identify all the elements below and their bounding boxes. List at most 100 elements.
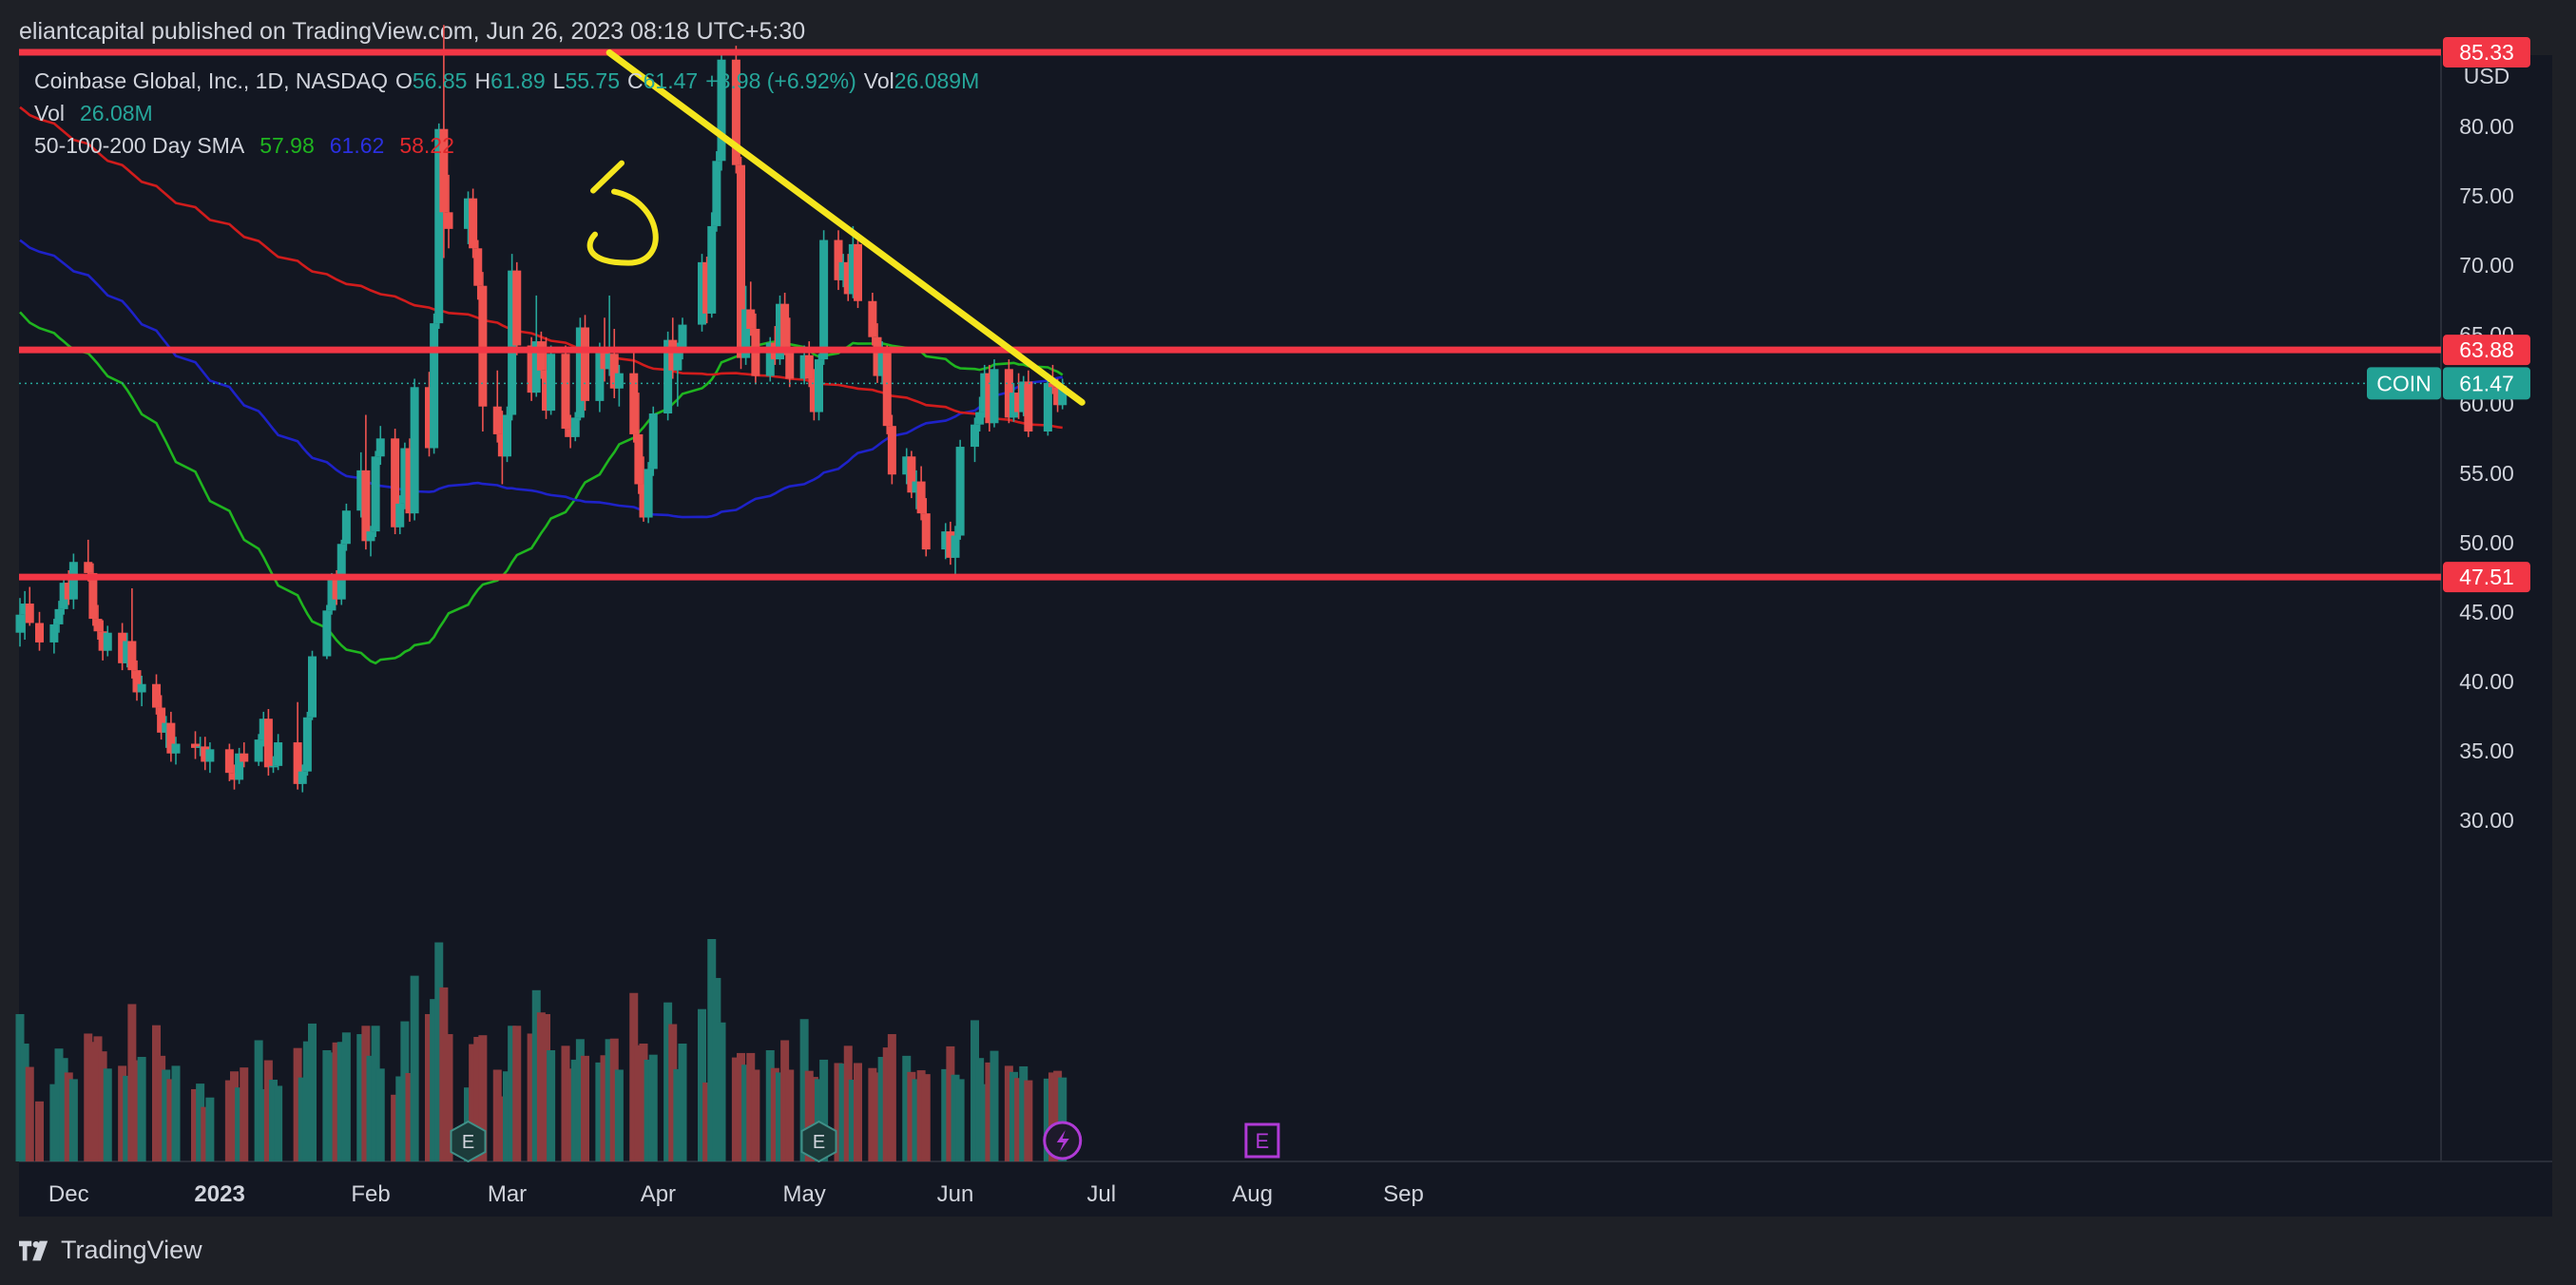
volume-bar: [737, 1052, 745, 1161]
candle-body: [327, 580, 336, 611]
volume-bar: [235, 1087, 244, 1161]
candle-body: [946, 531, 955, 558]
volume-bar: [877, 1057, 887, 1161]
candle-body: [561, 354, 570, 430]
volume-bar: [15, 1013, 25, 1161]
volume-bar: [132, 1060, 142, 1161]
candle-body: [668, 339, 678, 371]
volume-bar: [240, 1067, 249, 1161]
volume-bar: [614, 1069, 624, 1161]
volume-bar: [955, 1079, 965, 1161]
footer-bar: [0, 1217, 2576, 1285]
candle-body: [68, 562, 78, 600]
time-tick-label: Jun: [937, 1181, 974, 1207]
candle-body: [776, 303, 784, 360]
volume-bar: [527, 1033, 536, 1161]
candle-body: [921, 513, 931, 550]
candle-body: [941, 531, 951, 550]
ticker-badge-text: COIN: [2376, 371, 2432, 395]
legend-volume[interactable]: Vol 26.08M: [34, 101, 153, 126]
volume-bar: [1009, 1071, 1018, 1161]
earnings-marker-icon[interactable]: [800, 1120, 837, 1163]
level-mid-badge-text: 63.88: [2459, 337, 2514, 362]
volume-bar: [946, 1045, 955, 1161]
volume-bar: [854, 1063, 862, 1161]
candle-body: [819, 240, 829, 360]
volume-bar: [639, 1043, 648, 1161]
volume-bar: [941, 1068, 951, 1161]
candle-body: [985, 373, 994, 424]
volume-bar: [644, 1059, 653, 1161]
volume-bar: [770, 1067, 779, 1161]
candle-body: [439, 128, 449, 213]
candle-body: [907, 456, 916, 493]
candle-body: [673, 351, 682, 371]
candle-body: [877, 351, 887, 376]
volume-bar: [916, 1070, 926, 1161]
candle-body: [570, 417, 580, 437]
volume-bar: [308, 1023, 317, 1161]
legend-symbol: Coinbase Global, Inc., 1D, NASDAQ: [34, 68, 388, 93]
candle-body: [166, 722, 176, 754]
volume-bar: [542, 1013, 550, 1161]
volume-bar: [492, 1069, 502, 1161]
candle-body: [731, 59, 740, 165]
currency-label: USD: [2464, 64, 2510, 88]
candle-body: [205, 749, 215, 762]
earnings-marker-icon[interactable]: [450, 1120, 487, 1163]
volume-bar: [327, 1052, 336, 1161]
volume-bar: [1004, 1065, 1013, 1161]
volume-bar: [668, 1024, 678, 1161]
volume-bar: [508, 1026, 517, 1161]
volume-bar: [98, 1051, 107, 1161]
candle-body: [35, 623, 44, 642]
volume-study-value: 26.08M: [79, 101, 153, 125]
candle-body: [887, 426, 896, 475]
volume-bar: [88, 1042, 98, 1161]
candle-body: [473, 248, 483, 286]
earnings-marker-letter: E: [813, 1132, 825, 1153]
volume-bar: [361, 1026, 371, 1161]
candle-body: [799, 355, 809, 379]
volume-bar: [648, 1054, 658, 1161]
candle-body: [663, 339, 673, 414]
volume-bar: [629, 992, 639, 1161]
time-tick-label: May: [782, 1181, 825, 1207]
volume-bar: [444, 1034, 453, 1161]
volume-bar: [595, 1062, 605, 1161]
downtrend-line[interactable]: [606, 48, 1086, 406]
candle-body: [157, 707, 166, 733]
volume-bar: [663, 1002, 673, 1161]
candle-body: [639, 484, 648, 518]
tradingview-brand[interactable]: TradingView: [19, 1236, 202, 1265]
candle-body: [152, 683, 161, 708]
earnings-marker-icon[interactable]: [1244, 1122, 1280, 1159]
candle-body: [595, 351, 605, 401]
time-tick-label: 2023: [194, 1181, 244, 1207]
volume-bar: [776, 1072, 784, 1161]
candle-body: [1043, 382, 1052, 432]
legend-sma[interactable]: 50-100-200 Day SMA 57.98 61.62 58.22: [34, 133, 454, 159]
volume-bar: [907, 1071, 916, 1161]
freehand-circle-drawing[interactable]: [586, 160, 659, 266]
legend-vol: 26.089M: [894, 68, 980, 93]
volume-bar: [157, 1055, 166, 1161]
level-low-badge: [2443, 562, 2530, 593]
volume-bar: [405, 1072, 414, 1161]
volume-bar: [1058, 1077, 1067, 1161]
candle-body: [366, 531, 375, 542]
candles: [15, 25, 1067, 793]
candle-body: [356, 470, 366, 511]
volume-bar: [848, 1080, 857, 1161]
candle-body: [49, 623, 59, 642]
flash-icon: [1056, 1130, 1069, 1152]
candle-body: [410, 387, 419, 514]
top-bar: eliantcapital published on TradingView.c…: [0, 0, 2576, 57]
price-tick-label: 50.00: [2459, 530, 2514, 555]
candle-body: [503, 414, 511, 457]
candle-body: [873, 336, 882, 376]
candle-body: [785, 346, 795, 379]
candle-body: [707, 225, 717, 314]
volume-bar: [698, 1008, 706, 1161]
